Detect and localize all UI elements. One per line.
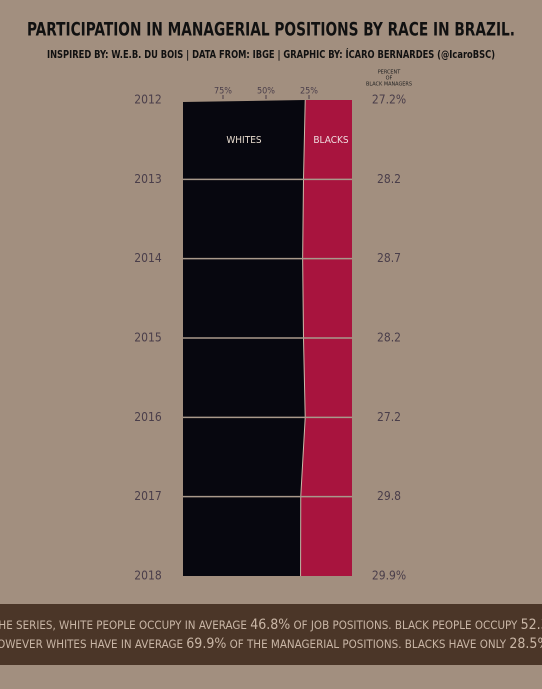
year-label: 2014 — [134, 251, 162, 265]
footer-number: 69.9% — [186, 636, 226, 652]
footer-text: HOWEVER WHITES HAVE IN AVERAGE 69.9% OF … — [0, 636, 542, 652]
footer-text: IN THE SERIES, WHITE PEOPLE OCCUPY IN AV… — [0, 617, 542, 633]
series-label: WHITES — [226, 135, 261, 146]
footer-number: 46.8% — [250, 617, 290, 633]
year-label: 2018 — [134, 569, 162, 583]
series-label: BLACKS — [313, 135, 349, 146]
value-header: PERCENT — [378, 70, 402, 76]
value-label: 28.7 — [377, 251, 401, 265]
value-header: BLACK MANAGERS — [366, 82, 412, 88]
value-label: 28.2 — [377, 331, 401, 345]
value-label: 29.8 — [377, 489, 401, 503]
year-label: 2017 — [134, 489, 161, 503]
year-label: 2016 — [134, 410, 162, 424]
footer-segment: HOWEVER WHITES HAVE IN AVERAGE — [0, 637, 186, 651]
value-label: 27.2 — [377, 410, 401, 424]
subtitle: INSPIRED BY: W.E.B. DU BOIS | DATA FROM:… — [47, 48, 495, 61]
year-label: 2013 — [134, 172, 161, 186]
footer-segment: OF THE MANAGERIAL POSITIONS. BLACKS HAVE… — [226, 637, 509, 651]
footer-segment: IN THE SERIES, WHITE PEOPLE OCCUPY IN AV… — [0, 618, 250, 632]
year-label: 2015 — [134, 331, 161, 345]
value-label: 27.2% — [372, 93, 406, 107]
footer-band — [0, 604, 542, 665]
x-tick-label: 50% — [257, 87, 275, 97]
x-tick-label: 25% — [300, 87, 318, 97]
chart-title: PARTICIPATION IN MANAGERIAL POSITIONS BY… — [27, 19, 515, 41]
footer-number: 28.5% — [509, 636, 542, 652]
value-header: OF — [386, 76, 393, 82]
footer-number: 52.3% — [521, 617, 542, 633]
year-label: 2012 — [134, 93, 161, 107]
x-tick-label: 75% — [214, 87, 232, 97]
value-label: 29.9% — [372, 569, 406, 583]
footer-segment: OF JOB POSITIONS. BLACK PEOPLE OCCUPY — [290, 618, 520, 632]
value-label: 28.2 — [377, 172, 401, 186]
